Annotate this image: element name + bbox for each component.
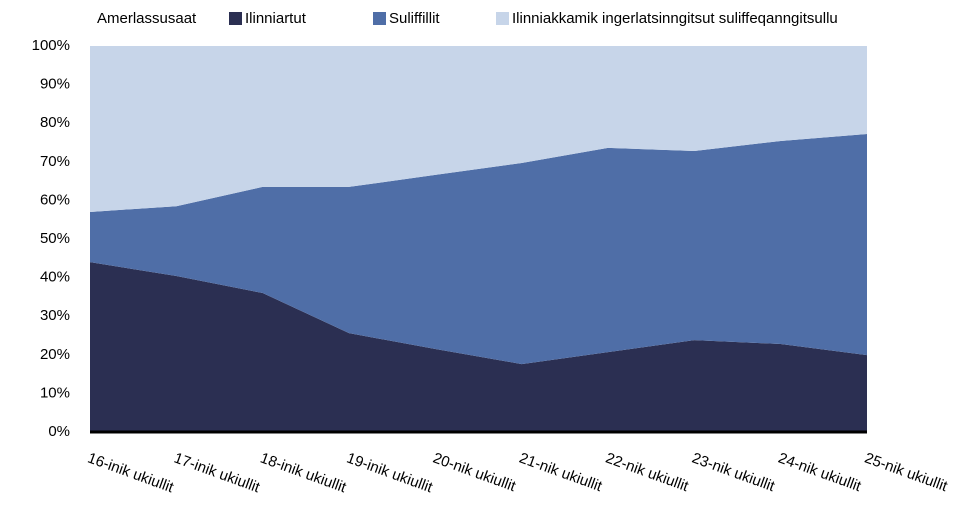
y-tick-label: 20% (40, 346, 70, 363)
y-tick-label: 30% (40, 307, 70, 324)
x-tick-label: 21-nik ukiullit (517, 450, 605, 496)
y-tick-label: 40% (40, 269, 70, 286)
legend-label: Ilinniartut (245, 10, 307, 27)
legend-swatch (496, 12, 509, 25)
area (90, 134, 867, 365)
y-tick-label: 100% (32, 37, 70, 54)
area (90, 262, 867, 432)
legend-swatch (373, 12, 386, 25)
x-tick-label: 22-nik ukiullit (603, 450, 691, 496)
y-tick-label: 50% (40, 230, 70, 247)
x-tick-label: 25-nik ukiullit (862, 450, 950, 496)
y-tick-label: 10% (40, 384, 70, 401)
y-tick-label: 0% (48, 423, 70, 440)
x-tick-label: 20-nik ukiullit (431, 450, 519, 496)
legend-title: Amerlassusaat (97, 10, 197, 27)
y-tick-label: 90% (40, 76, 70, 93)
x-tick-label: 24-nik ukiullit (776, 450, 864, 496)
area (90, 46, 867, 212)
legend-swatch (229, 12, 242, 25)
x-tick-label: 17-inik ukiullit (172, 450, 263, 497)
x-tick-label: 18-inik ukiullit (258, 450, 349, 497)
x-tick-label: 16-inik ukiullit (85, 450, 176, 497)
y-tick-label: 80% (40, 114, 70, 131)
legend-label: Ilinniakkamik ingerlatsinngitsut suliffe… (512, 10, 838, 27)
legend-label: Suliffillit (389, 10, 440, 27)
x-tick-label: 23-nik ukiullit (690, 450, 778, 496)
y-tick-label: 70% (40, 153, 70, 170)
x-tick-label: 19-inik ukiullit (344, 450, 435, 497)
y-tick-label: 60% (40, 191, 70, 208)
